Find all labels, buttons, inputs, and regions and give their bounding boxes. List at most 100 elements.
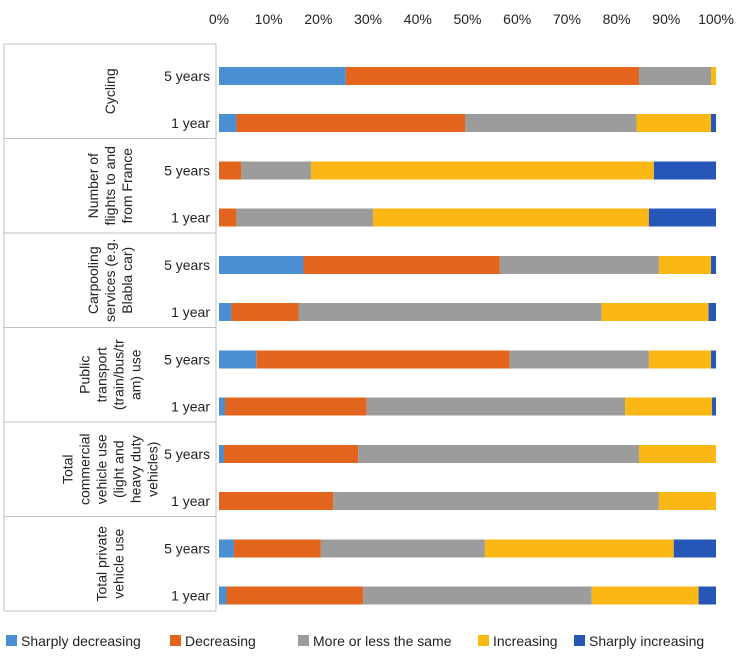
bar-segment (231, 303, 299, 321)
legend-swatch (574, 635, 585, 646)
category-label: 1 year (171, 210, 210, 226)
bar-segment (219, 67, 346, 85)
bar-segment (236, 114, 466, 132)
group-label-line: services (e.g. (102, 239, 118, 322)
legend-label: Sharply decreasing (21, 633, 141, 649)
bar-segment (711, 256, 716, 274)
legend-label: Sharply increasing (589, 633, 704, 649)
category-label: 5 years (164, 541, 210, 557)
bar-segment (219, 303, 232, 321)
group-label-line: Public (77, 356, 93, 394)
group-label-line: commercial (77, 433, 93, 505)
bar-segment (363, 586, 592, 605)
bar-segment (638, 67, 712, 85)
legend-swatch (298, 635, 309, 646)
group-label: Total privatevehicle use (94, 526, 127, 602)
bar-segment (219, 539, 234, 558)
bar-segment (219, 161, 242, 180)
x-tick-label: 40% (404, 11, 432, 27)
category-label: 1 year (171, 493, 210, 509)
bar-segment (303, 256, 500, 274)
bar-segment (373, 208, 649, 227)
legend-label: Decreasing (185, 633, 256, 649)
bar-segment (653, 161, 716, 180)
bar-segment (256, 350, 510, 369)
legend-swatch (6, 635, 17, 646)
x-tick-label: 50% (453, 11, 481, 27)
bar-segment (601, 303, 709, 321)
bar-segment (219, 208, 237, 227)
x-tick-label: 30% (354, 11, 382, 27)
bar-segment (224, 397, 367, 416)
x-tick-label: 60% (503, 11, 531, 27)
x-tick-label: 100% (698, 11, 734, 27)
bar-segment (219, 256, 304, 274)
group-label-line: vehicle use (94, 434, 110, 504)
legend-label: Increasing (493, 633, 558, 649)
group-label: Cycling (102, 68, 118, 114)
bar-segment (711, 67, 716, 85)
category-label: 5 years (164, 257, 210, 273)
x-tick-label: 80% (603, 11, 631, 27)
category-label: 1 year (171, 304, 210, 320)
legend-swatch (170, 635, 181, 646)
bar-segment (219, 586, 227, 605)
category-label: 1 year (171, 588, 210, 604)
bar-segment (673, 539, 716, 558)
bar-segment (219, 114, 237, 132)
bar-segment (625, 397, 713, 416)
bar-segment (499, 256, 659, 274)
group-label-line: Total (60, 454, 76, 484)
group-label: Number offlights to andfrom France (85, 146, 135, 225)
category-label: 1 year (171, 115, 210, 131)
bar-segment (345, 67, 639, 85)
bar-segment (484, 539, 674, 558)
group-label-line: from France (119, 148, 135, 224)
category-label: 5 years (164, 68, 210, 84)
bar-segment (233, 539, 321, 558)
group-label-line: transport (94, 347, 110, 402)
bar-segment (223, 445, 359, 463)
bar-segment (310, 161, 654, 180)
bar-segment (636, 114, 712, 132)
group-label-line: (train/bus/tr (111, 339, 127, 410)
bar-segment (298, 303, 602, 321)
x-tick-label: 90% (652, 11, 680, 27)
bar-segment (638, 445, 716, 463)
bar-segment (219, 350, 257, 369)
bar-segment (219, 397, 225, 416)
category-label: 5 years (164, 163, 210, 179)
bar-segment (509, 350, 649, 369)
bar-segment (226, 586, 364, 605)
bar-segment (711, 114, 716, 132)
group-label: Totalcommercialvehicle use(light andheav… (60, 433, 161, 505)
bar-segment (648, 208, 716, 227)
bar-segment (333, 492, 659, 510)
group-label-line: (light and (111, 440, 127, 498)
group-label-line: vehicles) (145, 442, 161, 497)
category-label: 1 year (171, 399, 210, 415)
bar-segment (465, 114, 637, 132)
category-label: 5 years (164, 352, 210, 368)
group-label-line: vehicle use (111, 529, 127, 599)
bar-segment (219, 445, 224, 463)
bar-segment (712, 397, 716, 416)
bar-segment (648, 350, 712, 369)
group-label: Carpoolingservices (e.g.Blabla car) (85, 239, 135, 322)
group-label-line: Cycling (102, 68, 118, 114)
bar-segment (658, 256, 712, 274)
category-label: 5 years (164, 446, 210, 462)
bar-segment (708, 303, 716, 321)
bar-segment (711, 350, 716, 369)
bar-segment (658, 492, 716, 510)
group-label-line: Total private (94, 526, 110, 602)
x-tick-label: 70% (553, 11, 581, 27)
bar-segment (591, 586, 699, 605)
x-tick-label: 10% (255, 11, 283, 27)
bar-segment (358, 445, 639, 463)
bar-segment (320, 539, 485, 558)
legend-swatch (478, 635, 489, 646)
group-label-line: Number of (85, 153, 101, 218)
group-label-line: am) use (128, 349, 144, 400)
